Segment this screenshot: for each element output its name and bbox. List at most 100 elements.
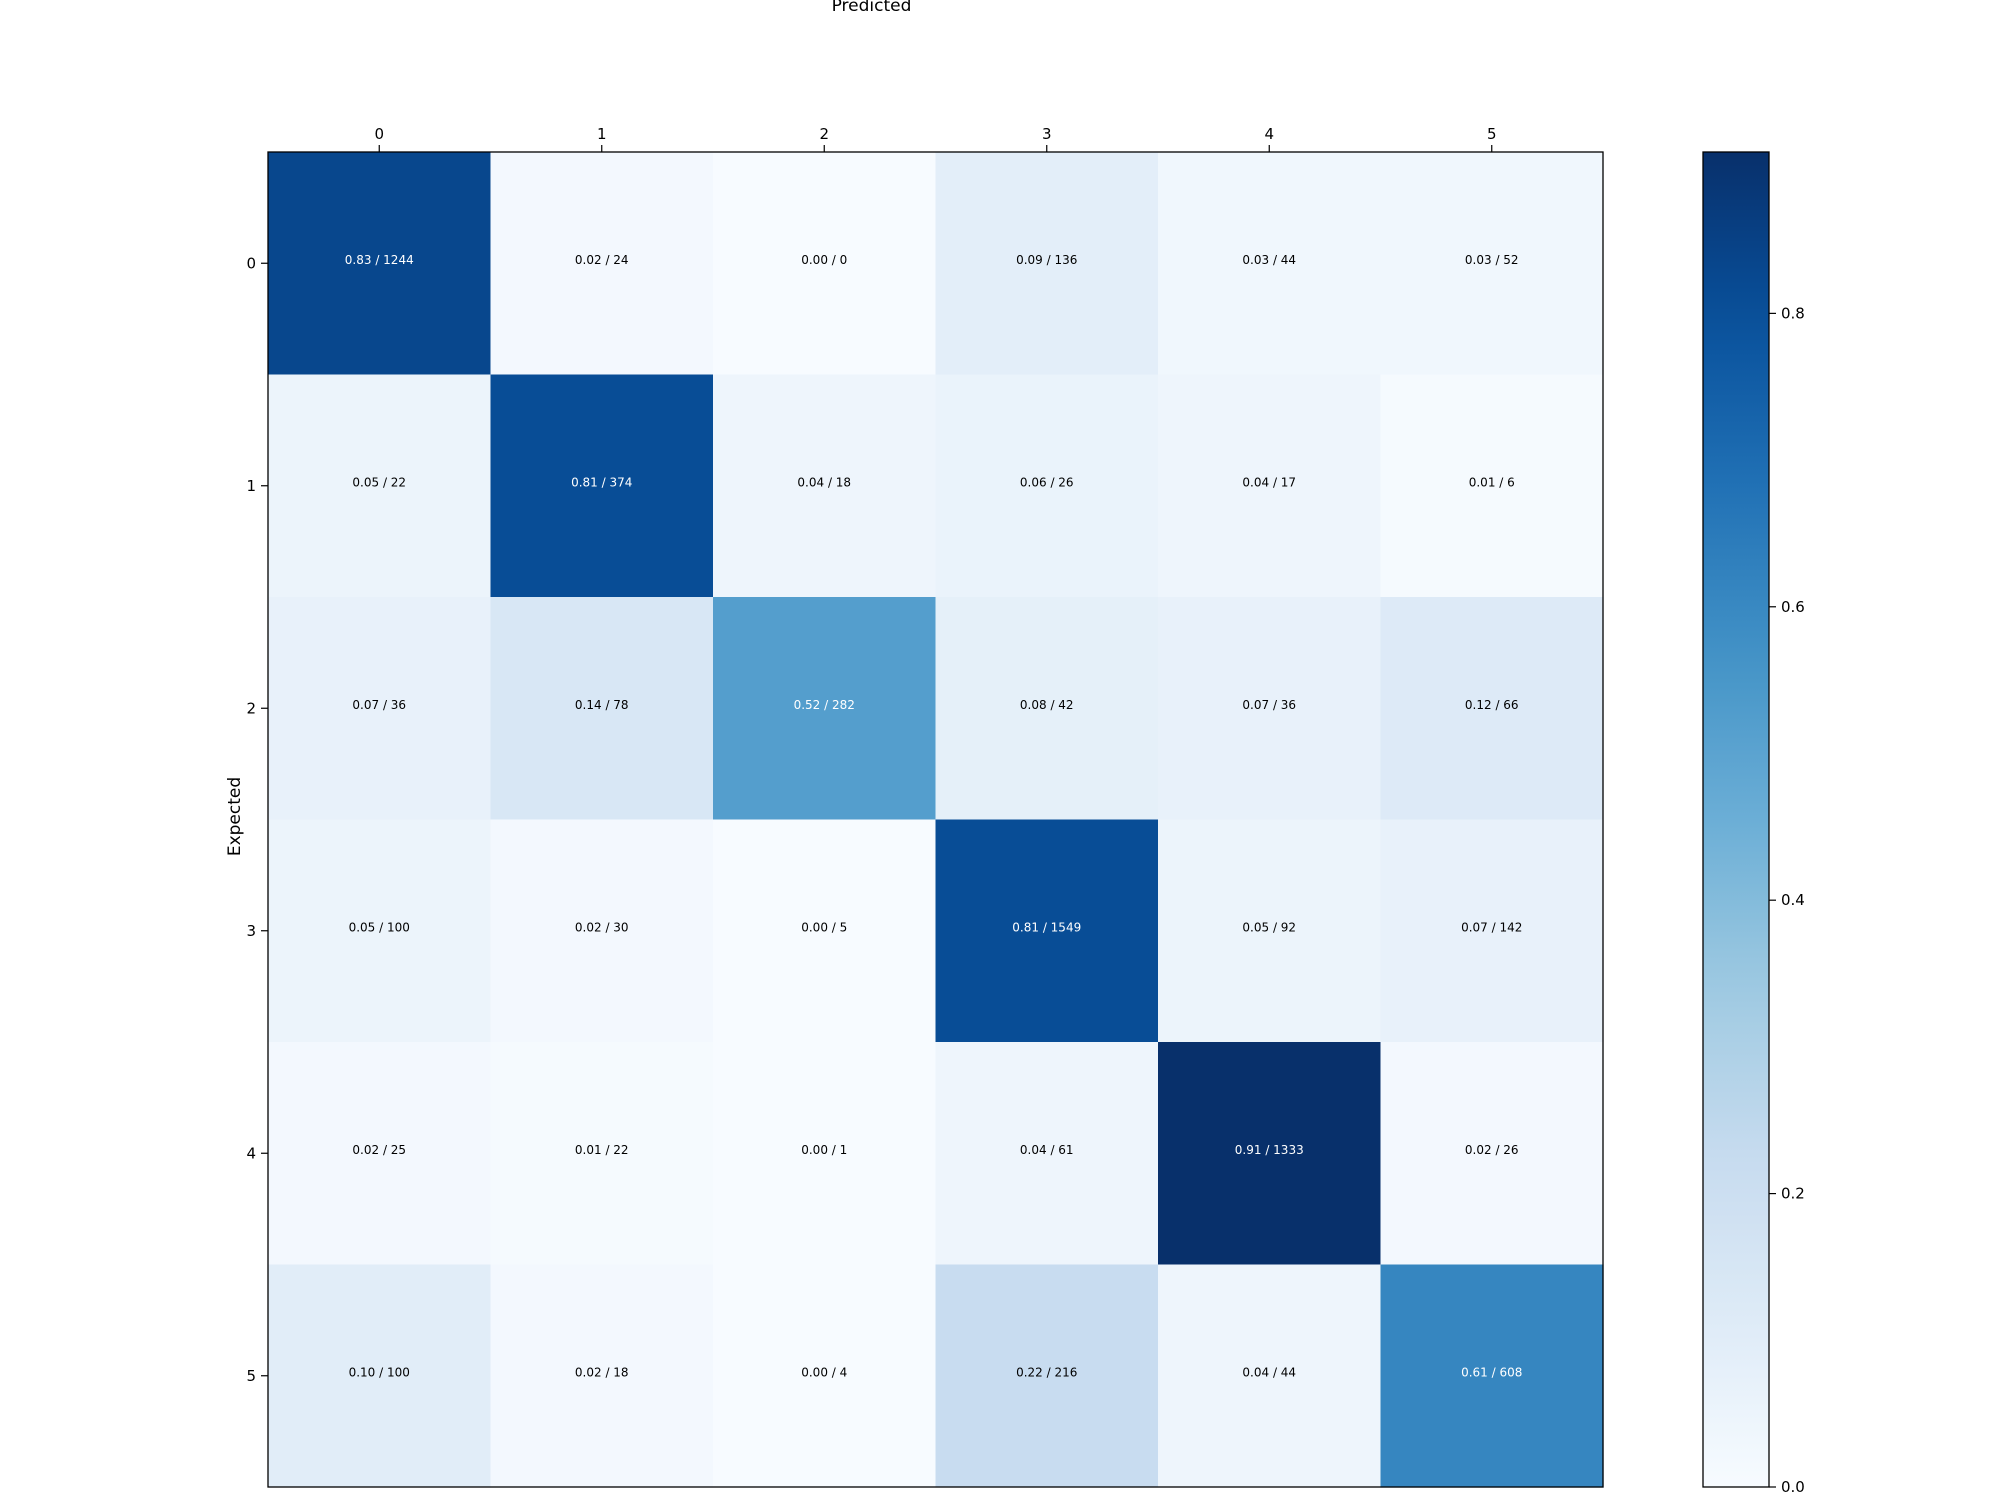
heatmap-cell [490,597,714,821]
colorbar-tick-label: 0.8 [1781,304,1805,322]
cell-value-label: 0.05 / 100 [349,920,410,934]
heatmap-cell [268,1042,492,1266]
heatmap-cell [1158,1042,1382,1266]
heatmap-cell [1380,374,1604,598]
cell-value-label: 0.04 / 44 [1242,1365,1296,1379]
heatmap-cell [935,374,1159,598]
heatmap-cell [1158,152,1382,376]
plot-frame [267,151,1604,1488]
heatmap-cell [713,1042,937,1266]
cell-value-label: 0.81 / 1549 [1012,920,1081,934]
heatmap-cell [1380,1264,1604,1488]
cell-value-label: 0.61 / 608 [1461,1365,1522,1379]
cell-value-label: 0.07 / 142 [1461,920,1522,934]
cell-value-label: 0.00 / 5 [801,920,847,934]
cell-value-label: 0.01 / 22 [575,1143,629,1157]
x-tick-label: 4 [1264,125,1274,143]
x-tick-label: 5 [1487,125,1497,143]
cell-value-label: 0.52 / 282 [794,698,855,712]
heatmap-cell [268,597,492,821]
colorbar-tick-label: 0.2 [1781,1185,1805,1203]
cell-value-label: 0.91 / 1333 [1235,1143,1304,1157]
heatmap-cell [490,1264,714,1488]
cell-value-label: 0.03 / 52 [1465,253,1519,267]
cell-value-label: 0.06 / 26 [1020,475,1074,489]
cell-value-label: 0.01 / 6 [1469,475,1515,489]
cell-value-label: 0.02 / 30 [575,920,629,934]
cell-value-label: 0.05 / 92 [1242,920,1296,934]
cell-value-label: 0.14 / 78 [575,698,629,712]
cell-value-label: 0.83 / 1244 [345,253,414,267]
heatmap-cell [1380,152,1604,376]
heatmap-cell [935,819,1159,1043]
colorbar [1702,151,1770,1488]
heatmap-cell [490,374,714,598]
cell-value-label: 0.00 / 4 [801,1365,847,1379]
heatmap-cell [1158,597,1382,821]
cell-value-label: 0.02 / 18 [575,1365,629,1379]
heatmap-cell [1158,1264,1382,1488]
cell-value-label: 0.12 / 66 [1465,698,1519,712]
heatmap-cell [1158,374,1382,598]
cell-value-label: 0.05 / 22 [352,475,406,489]
heatmap-cell [935,1264,1159,1488]
colorbar-tick-label: 0.0 [1781,1478,1805,1496]
x-tick-label: 1 [597,125,607,143]
y-tick-label: 2 [246,699,256,717]
cell-value-label: 0.09 / 136 [1016,253,1077,267]
cell-value-label: 0.02 / 26 [1465,1143,1519,1157]
heatmap-cell [1158,819,1382,1043]
cell-value-label: 0.00 / 1 [801,1143,847,1157]
cell-value-label: 0.03 / 44 [1242,253,1296,267]
cell-value-label: 0.04 / 17 [1242,475,1296,489]
y-tick-label: 3 [246,922,256,940]
heatmap-cell [713,819,937,1043]
cell-value-label: 0.04 / 61 [1020,1143,1074,1157]
heatmap-cell [713,152,937,376]
heatmap-cell [1380,819,1604,1043]
heatmap-cell [268,1264,492,1488]
y-axis-ticks: 0 1 2 3 4 5 [246,254,268,1385]
heatmap-cell [268,374,492,598]
cell-value-label: 0.04 / 18 [797,475,851,489]
heatmap-cell [490,1042,714,1266]
cell-value-label: 0.07 / 36 [1242,698,1296,712]
heatmap-cell [713,374,937,598]
heatmap-cell [713,1264,937,1488]
heatmap-cell [268,819,492,1043]
heatmap-cell [268,152,492,376]
heatmap-cell [1380,597,1604,821]
heatmap-cell [935,597,1159,821]
x-axis-label: Predicted [832,0,912,16]
heatmap-cell [490,819,714,1043]
colorbar-ticks: 0.0 0.2 0.4 0.6 0.8 [1769,304,1805,1496]
y-tick-label: 5 [246,1367,256,1385]
cell-value-label: 0.08 / 42 [1020,698,1074,712]
colorbar-tick-label: 0.6 [1781,598,1805,616]
heatmap-cell [935,1042,1159,1266]
heatmap-cell [713,597,937,821]
cell-value-label: 0.02 / 25 [352,1143,406,1157]
heatmap-cell [1380,1042,1604,1266]
cell-value-label: 0.22 / 216 [1016,1365,1077,1379]
y-tick-label: 1 [246,477,256,495]
heatmap-cell [935,152,1159,376]
cell-value-label: 0.02 / 24 [575,253,629,267]
heatmap-cell [490,152,714,376]
cell-value-label: 0.00 / 0 [801,253,847,267]
y-axis-label: Expected [225,777,245,856]
x-tick-label: 2 [819,125,829,143]
x-tick-label: 3 [1042,125,1052,143]
cell-value-label: 0.10 / 100 [349,1365,410,1379]
x-tick-label: 0 [374,125,384,143]
heatmap-cells [268,152,1604,1488]
y-tick-label: 0 [246,254,256,272]
heatmap-cell-labels: 0.83 / 1244 0.02 / 24 0.00 / 0 0.09 / 136 0.… [345,253,1523,1380]
cell-value-label: 0.07 / 36 [352,698,406,712]
y-tick-label: 4 [246,1144,256,1162]
cell-value-label: 0.81 / 374 [571,475,632,489]
x-axis-ticks: 0 1 2 3 4 5 [374,125,1497,152]
colorbar-tick-label: 0.4 [1781,891,1805,909]
